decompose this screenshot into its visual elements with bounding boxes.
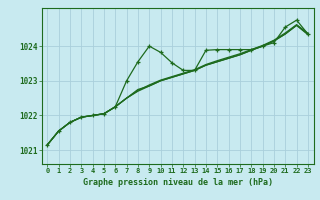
- X-axis label: Graphe pression niveau de la mer (hPa): Graphe pression niveau de la mer (hPa): [83, 178, 273, 187]
